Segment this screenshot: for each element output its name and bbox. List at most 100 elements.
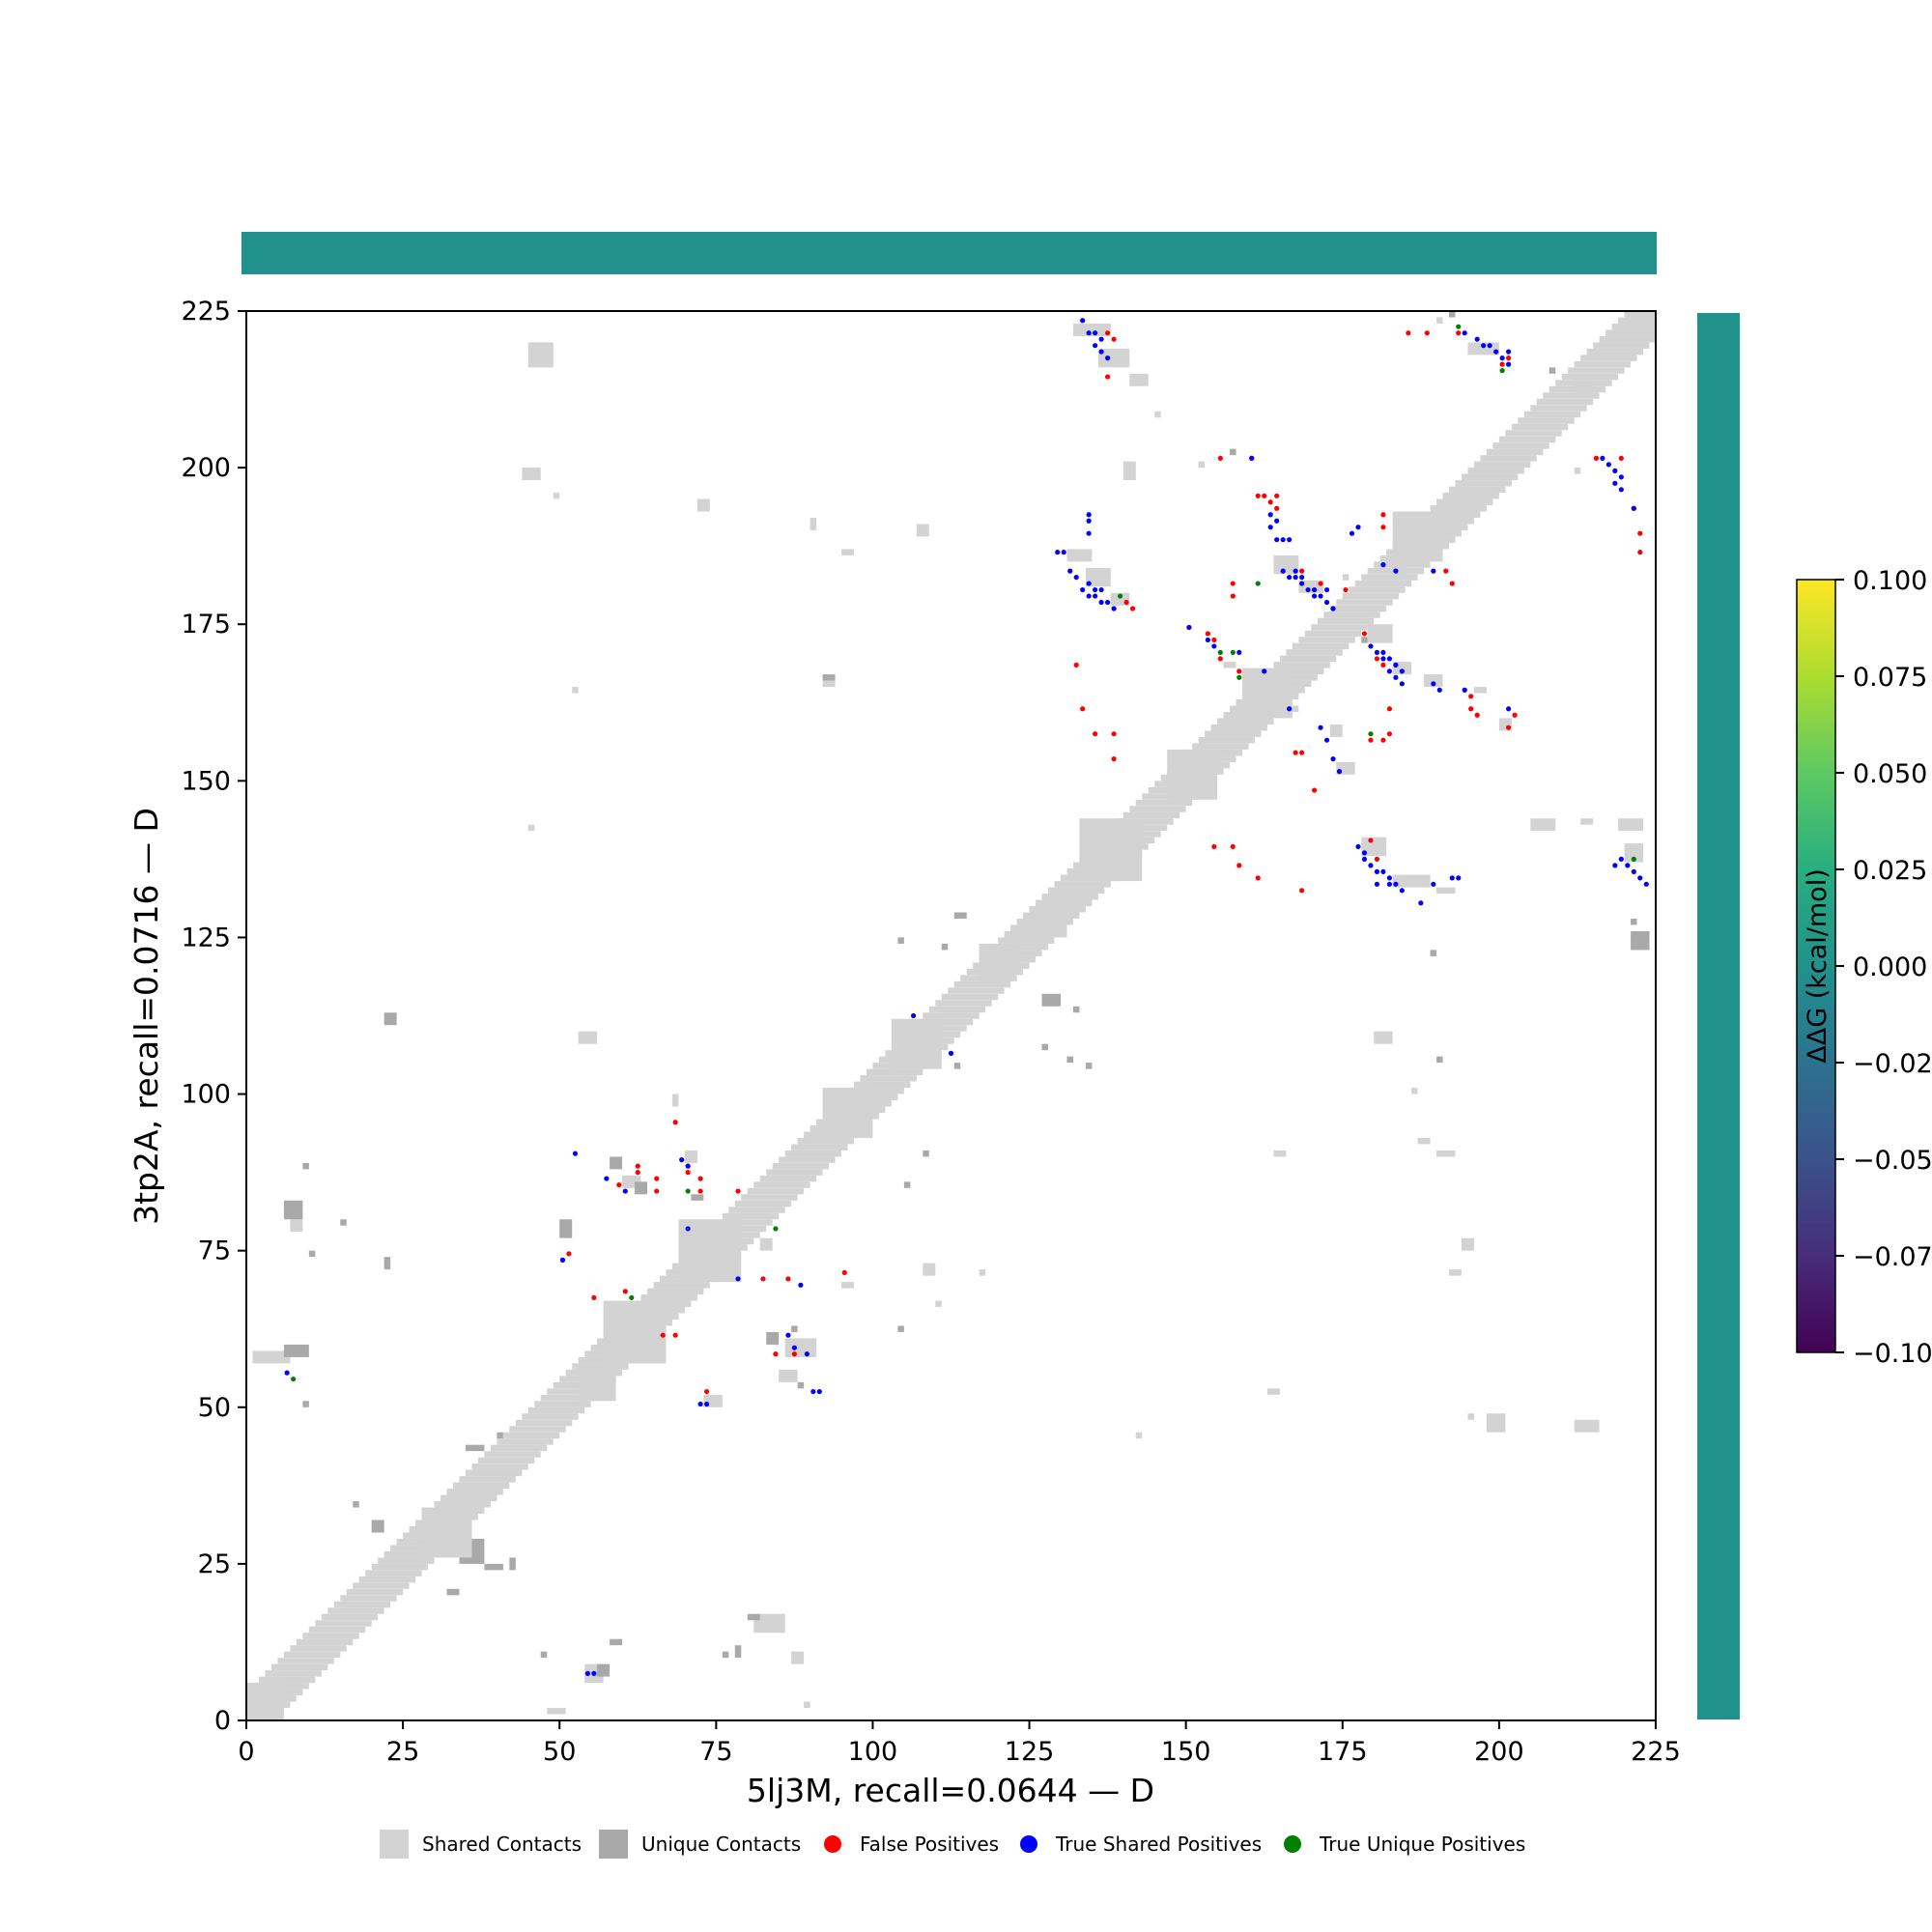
false-positive-point — [654, 1188, 660, 1194]
true-unique-positive-point — [629, 1294, 635, 1300]
true-shared-positive-point — [284, 1370, 290, 1376]
y-tick-label: 75 — [198, 1236, 231, 1266]
true-shared-positive-point — [1393, 662, 1399, 668]
false-positive-point — [1368, 838, 1374, 843]
shared-contact — [1367, 624, 1393, 643]
true-shared-positive-point — [1631, 868, 1636, 874]
diagonal-segment — [340, 1595, 397, 1602]
true-unique-positive-point — [773, 1226, 779, 1232]
false-positive-point — [841, 1269, 847, 1275]
unique-contact — [302, 1162, 309, 1170]
shared-contact — [522, 468, 541, 481]
shared-contact — [1624, 843, 1644, 863]
unique-contact — [953, 912, 967, 919]
false-positive-point — [1374, 656, 1380, 662]
true-shared-positive-point — [1299, 574, 1305, 581]
diagonal-segment — [1611, 323, 1656, 330]
false-positive-point — [1236, 863, 1242, 868]
unique-contact — [791, 1325, 798, 1332]
diagonal-segment — [283, 1651, 341, 1659]
true-shared-positive-point — [1474, 336, 1480, 342]
y-axis-ticks: 0 25 50 75 100 125 150 175 200 225 — [181, 297, 246, 1736]
true-shared-positive-point — [622, 1188, 628, 1194]
y-tick-label: 100 — [181, 1080, 231, 1110]
shared-contact — [1473, 687, 1487, 694]
false-positive-point — [1311, 787, 1318, 793]
unique-contact — [1631, 918, 1637, 925]
false-positive-point — [1080, 706, 1086, 712]
diagonal-segment — [640, 1294, 697, 1301]
x-tick-label: 125 — [1005, 1737, 1055, 1767]
true-shared-positive-point — [1612, 480, 1618, 486]
diagonal-segment — [1036, 899, 1093, 907]
true-shared-positive-point — [1098, 336, 1104, 342]
shared-contact — [822, 680, 836, 688]
diagonal-segment — [265, 1670, 322, 1677]
false-positive-point — [697, 1188, 703, 1194]
diagonal-segment — [1004, 930, 1061, 938]
true-shared-positive-point — [1374, 649, 1380, 656]
diagonal-segment — [277, 1658, 334, 1664]
true-shared-positive-point — [1393, 568, 1399, 574]
unique-contact — [384, 1257, 391, 1270]
true-shared-positive-point — [1431, 568, 1436, 574]
false-positive-point — [1073, 662, 1079, 668]
diagonal-segment — [860, 1075, 917, 1082]
diagonal-segment — [502, 1432, 560, 1439]
false-positive-point — [1236, 668, 1242, 674]
true-unique-positive-point — [685, 1188, 691, 1194]
unique-contact — [1085, 1063, 1093, 1069]
legend-marker — [824, 1835, 841, 1853]
shared-contact — [1298, 580, 1324, 593]
unique-contact — [691, 1194, 704, 1201]
diagonal-segment — [1016, 918, 1073, 925]
true-shared-positive-point — [1386, 875, 1393, 881]
colorbar-tick-label: 0.000 — [1853, 952, 1927, 982]
colorbar-tick-label: 0.025 — [1853, 856, 1927, 886]
colorbar-tick-label: 0.050 — [1853, 759, 1927, 789]
shared-contact — [1417, 1137, 1431, 1145]
shared-contact — [1424, 674, 1443, 688]
unique-contact — [353, 1501, 359, 1508]
diagonal-segment — [1198, 736, 1255, 744]
x-tick-label: 50 — [543, 1737, 576, 1767]
unique-contact — [446, 1588, 460, 1596]
true-shared-positive-point — [1399, 681, 1405, 687]
shared-contact — [1223, 662, 1236, 668]
diagonal-segment — [1317, 617, 1375, 625]
true-shared-positive-point — [910, 1012, 917, 1019]
diagonal-segment — [1117, 818, 1174, 825]
shared-contact — [1273, 554, 1299, 575]
false-positive-point — [1262, 493, 1267, 498]
false-positive-point — [735, 1188, 741, 1194]
unique-contact — [734, 1645, 742, 1659]
diagonal-segment — [791, 1144, 848, 1151]
diagonal-segment — [440, 1494, 497, 1502]
false-positive-point — [1093, 731, 1098, 737]
unique-contact — [371, 1520, 384, 1533]
true-shared-positive-point — [1386, 656, 1393, 662]
diagonal-segment — [446, 1489, 503, 1495]
true-shared-positive-point — [1305, 586, 1311, 593]
diagonal-segment — [1205, 730, 1262, 737]
unique-contact — [766, 1331, 780, 1345]
legend-label: False Positives — [860, 1833, 999, 1856]
true-shared-positive-point — [1318, 593, 1323, 599]
false-positive-point — [1299, 568, 1305, 574]
true-shared-positive-point — [1361, 850, 1368, 856]
true-shared-positive-point — [1267, 525, 1273, 530]
unique-contact — [610, 1156, 623, 1170]
unique-contact — [465, 1444, 485, 1452]
diagonal-segment — [1129, 806, 1186, 812]
diagonal-segment — [1461, 473, 1519, 481]
shared-contact — [1574, 1419, 1600, 1433]
false-positive-point — [1299, 750, 1305, 755]
shared-contact — [1135, 1432, 1143, 1439]
true-shared-positive-point — [1393, 674, 1399, 680]
true-shared-positive-point — [1506, 361, 1512, 367]
false-positive-point — [1468, 706, 1474, 712]
shared-contact — [753, 1613, 785, 1634]
false-positive-point — [1374, 856, 1380, 862]
true-shared-positive-point — [1386, 668, 1393, 674]
true-shared-positive-point — [1456, 875, 1462, 881]
